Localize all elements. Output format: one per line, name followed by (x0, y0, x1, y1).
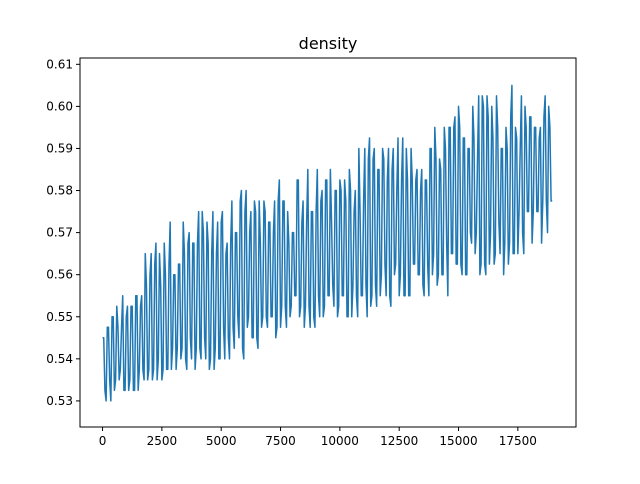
x-tick-label: 2500 (147, 434, 178, 448)
y-tick-label: 0.54 (46, 352, 73, 366)
y-tick-label: 0.53 (46, 394, 73, 408)
plot-area (102, 84, 553, 402)
y-tick-label: 0.60 (46, 99, 73, 113)
y-tick-label: 0.55 (46, 310, 73, 324)
x-axis: 0 2500 5000 7500 10000 12500 15000 17500 (99, 427, 537, 448)
x-tick-label: 10000 (321, 434, 359, 448)
x-tick-label: 15000 (439, 434, 477, 448)
x-tick-label: 12500 (380, 434, 418, 448)
x-tick-label: 17500 (499, 434, 537, 448)
y-tick-label: 0.59 (46, 141, 73, 155)
x-tick-label: 0 (99, 434, 107, 448)
y-axis: 0.53 0.54 0.55 0.56 0.57 0.58 0.59 0.60 0.61 (46, 57, 80, 408)
y-tick-label: 0.61 (46, 57, 73, 71)
x-tick-label: 5000 (206, 434, 237, 448)
y-tick-label: 0.58 (46, 184, 73, 198)
chart-title: density (299, 34, 358, 53)
plot-frame (79, 57, 577, 428)
density-series-line (102, 84, 553, 402)
y-tick-label: 0.57 (46, 226, 73, 240)
x-tick-label: 7500 (265, 434, 296, 448)
y-tick-label: 0.56 (46, 268, 73, 282)
